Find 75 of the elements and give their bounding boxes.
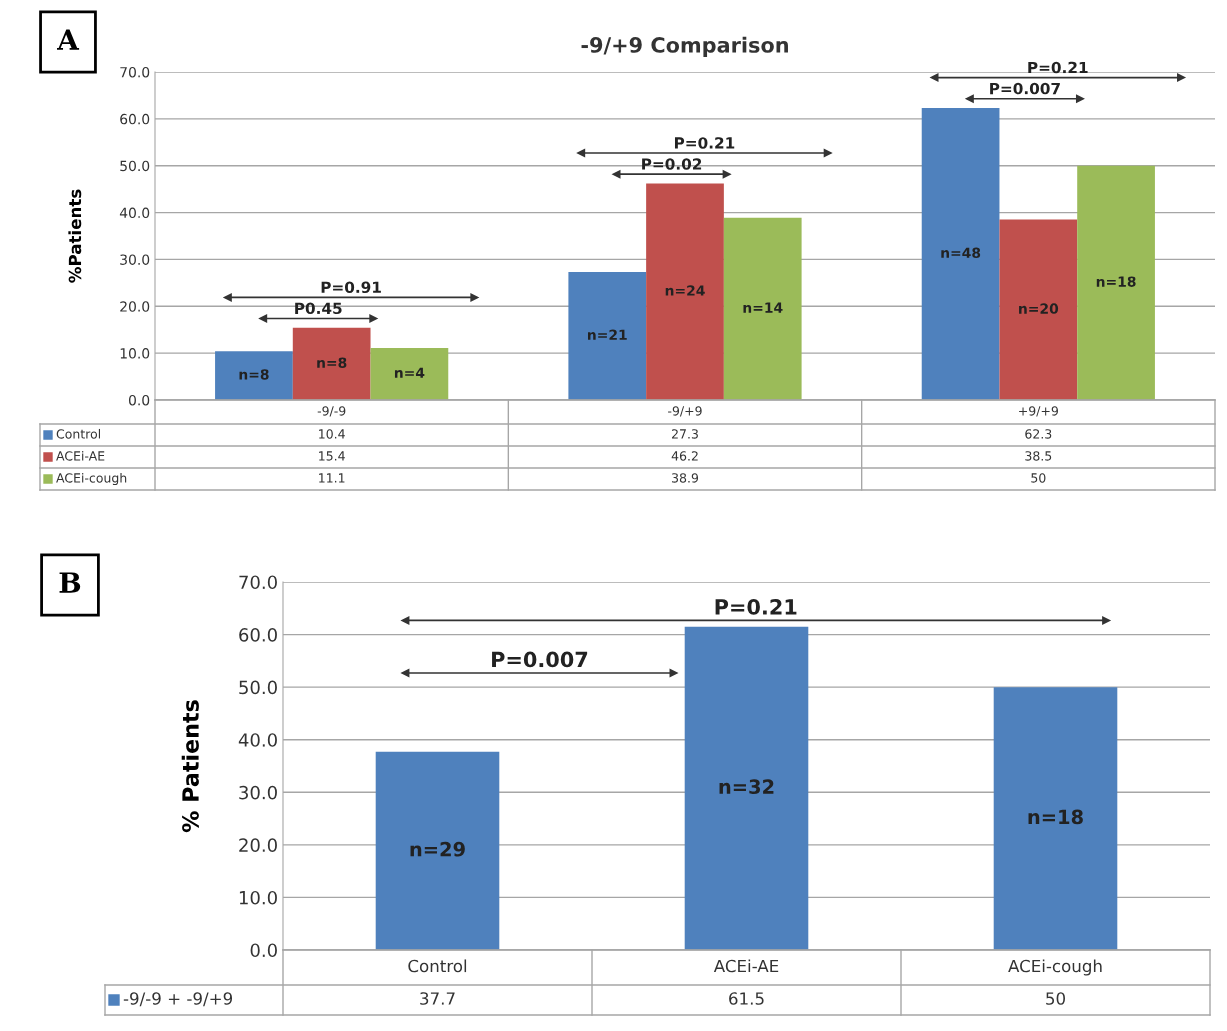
y-tick-label: 0.0 (128, 394, 150, 406)
annotation: P=0.91 (321, 281, 381, 294)
bar (292, 327, 371, 400)
annotation: P0.45 (295, 302, 342, 315)
text: A (57, 29, 80, 50)
y-tick-label: 30.0 (120, 254, 150, 265)
data-label: 50 (1031, 473, 1046, 483)
data-label: 50 (1046, 992, 1065, 1005)
annotation: n=21 (588, 329, 627, 340)
y-axis-title: % Patients (181, 700, 199, 833)
bar (993, 687, 1118, 950)
bar (684, 626, 809, 950)
y-tick-label: 40.0 (119, 207, 150, 219)
x-tick-label: -9/-9 (317, 406, 346, 417)
annotation: P=0.21 (674, 137, 735, 149)
bar (215, 351, 293, 400)
y-tick-label: 70.0 (239, 575, 277, 590)
bar (723, 217, 802, 400)
annotation: n=20 (1019, 303, 1059, 314)
y-tick-label: 50.0 (239, 680, 277, 695)
annotation: n=32 (719, 779, 774, 794)
y-tick-label: 20.0 (239, 838, 277, 852)
data-label: 15.4 (319, 451, 345, 461)
legend-label: ACEi-AE (56, 450, 105, 461)
y-tick-label: 10.0 (120, 348, 150, 359)
y-axis-title: %Patients (68, 189, 82, 283)
annotation: P=0.02 (642, 158, 702, 170)
annotation: n=18 (1096, 276, 1136, 287)
bar (568, 272, 647, 400)
data-label: 37.7 (420, 992, 455, 1005)
bar (1077, 165, 1155, 400)
data-label: 46.2 (671, 451, 698, 461)
y-tick-label: 20.0 (120, 301, 150, 312)
y-tick-label: 0.0 (250, 943, 277, 958)
x-tick-label: Control (408, 959, 467, 973)
legend-label: ACEi-cough (56, 472, 127, 486)
chart-title: -9/+9 Comparison (581, 36, 788, 57)
y-tick-label: 50.0 (120, 160, 150, 172)
annotation: n=8 (317, 357, 347, 368)
annotation: n=48 (941, 247, 981, 259)
y-tick-label: 30.0 (239, 785, 277, 800)
bar (921, 108, 1000, 400)
text: B (59, 572, 81, 593)
bar (370, 347, 449, 400)
annotation: P=0.007 (990, 82, 1060, 95)
x-tick-label: ACEi-AE (713, 959, 779, 973)
annotation: n=24 (665, 285, 705, 296)
annotation: P=0.21 (1028, 61, 1088, 74)
x-tick-label: +9/+9 (1019, 406, 1058, 417)
x-tick-label: -9/+9 (668, 406, 702, 417)
bar (375, 751, 500, 950)
annotation: n=14 (743, 302, 783, 313)
annotation: n=18 (1028, 809, 1083, 825)
data-label: 27.3 (672, 429, 698, 439)
annotation: n=4 (394, 367, 425, 378)
legend-label: Control (56, 428, 101, 439)
annotation: P=0.21 (715, 599, 797, 615)
y-tick-label: 60.0 (239, 628, 277, 642)
annotation: n=29 (410, 841, 465, 857)
data-label: 38.5 (1025, 451, 1052, 461)
bar (999, 219, 1078, 400)
data-label: 10.4 (319, 429, 345, 439)
data-label: 62.3 (1025, 429, 1052, 439)
y-tick-label: 70.0 (120, 66, 150, 78)
y-tick-label: 40.0 (238, 733, 277, 747)
x-tick-label: ACEi-cough (1008, 959, 1102, 976)
data-label: 38.9 (672, 473, 699, 483)
bar (646, 183, 724, 400)
data-label: 61.5 (729, 992, 764, 1005)
annotation: P=0.007 (492, 651, 588, 668)
y-tick-label: 10.0 (239, 890, 277, 905)
annotation: n=8 (239, 369, 269, 380)
legend-label: -9/-9 + -9/+9 (123, 992, 233, 1007)
data-label: 11.1 (319, 473, 345, 483)
y-tick-label: 60.0 (120, 113, 150, 125)
